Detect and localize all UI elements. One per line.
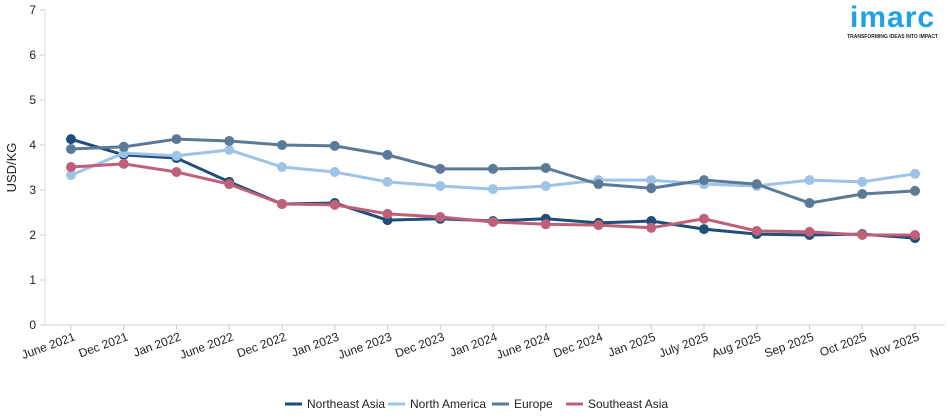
y-tick-label: 4 (29, 138, 36, 152)
legend-label-north-america: North America (410, 397, 486, 411)
x-tick-label: Oct 2025 (818, 330, 869, 360)
x-tick-label: Aug 2025 (710, 330, 763, 361)
data-point-europe (699, 175, 709, 186)
legend-label-southeast-asia: Southeast Asia (588, 397, 668, 411)
data-point-europe (857, 189, 868, 200)
data-point-north-america (540, 180, 551, 191)
y-tick-label: 2 (29, 228, 36, 242)
x-tick-label: Dec 2024 (551, 330, 604, 361)
y-tick-label: 5 (29, 93, 36, 107)
data-point-southeast-asia (910, 230, 920, 240)
data-point-southeast-asia (751, 225, 762, 236)
y-axis-label: USD/KG (4, 143, 19, 193)
data-point-europe (593, 179, 604, 190)
data-point-north-america (66, 170, 76, 181)
data-point-north-america (171, 150, 182, 161)
data-point-southeast-asia (646, 222, 657, 233)
data-point-southeast-asia (382, 208, 393, 219)
data-point-europe (329, 140, 340, 151)
x-tick-label: Dec 2021 (77, 330, 130, 361)
data-point-north-america (382, 176, 393, 187)
data-point-europe (751, 179, 762, 190)
data-point-north-america (488, 184, 498, 195)
x-tick-label: Nov 2025 (868, 330, 921, 361)
data-point-north-america (857, 176, 868, 187)
data-point-northeast-asia (66, 134, 76, 145)
y-tick-label: 3 (29, 183, 36, 197)
data-point-southeast-asia (857, 230, 868, 240)
data-point-europe (382, 149, 393, 160)
data-point-north-america (910, 168, 920, 179)
data-point-north-america (329, 167, 340, 177)
y-tick-label: 0 (29, 318, 36, 332)
data-point-northeast-asia (699, 224, 709, 235)
data-point-europe (646, 183, 657, 194)
x-tick-label: June 2021 (20, 330, 78, 362)
x-tick-label: Dec 2023 (393, 330, 446, 361)
data-point-southeast-asia (540, 219, 551, 230)
logo-tagline: TRANSFORMING IDEAS INTO IMPACT (847, 34, 938, 40)
data-point-southeast-asia (804, 226, 815, 237)
data-point-north-america (804, 175, 815, 186)
y-tick-label: 6 (29, 48, 36, 62)
x-tick-label: Jan 2025 (606, 330, 657, 360)
x-tick-label: June 2024 (494, 330, 552, 362)
data-point-southeast-asia (329, 199, 340, 210)
data-point-southeast-asia (118, 158, 129, 169)
x-tick-label: July 2025 (657, 330, 710, 361)
x-tick-label: Jan 2022 (131, 330, 182, 360)
data-point-europe (171, 134, 182, 145)
data-point-southeast-asia (593, 220, 604, 231)
data-point-europe (435, 163, 446, 174)
x-tick-label: Jan 2024 (448, 330, 499, 360)
data-point-europe (804, 198, 815, 209)
legend-label-northeast-asia: Northeast Asia (307, 397, 385, 411)
data-point-southeast-asia (224, 179, 235, 190)
y-tick-label: 1 (29, 273, 36, 287)
data-point-europe (277, 140, 287, 150)
data-point-southeast-asia (277, 198, 287, 209)
data-point-southeast-asia (435, 212, 446, 222)
data-point-north-america (646, 175, 657, 186)
logo-text: imarc (850, 1, 936, 34)
imarc-logo: imarc TRANSFORMING IDEAS INTO IMPACT (847, 1, 938, 41)
data-point-southeast-asia (66, 162, 76, 173)
data-point-north-america (435, 180, 446, 191)
x-tick-label: Jan 2023 (290, 330, 341, 360)
y-tick-label: 7 (29, 3, 36, 17)
data-point-europe (118, 141, 129, 152)
x-tick-label: June 2022 (178, 330, 236, 362)
data-point-southeast-asia (171, 167, 182, 177)
x-tick-label: June 2023 (336, 330, 394, 362)
data-point-southeast-asia (488, 216, 498, 227)
data-point-europe (488, 163, 498, 174)
data-point-north-america (277, 162, 287, 173)
data-point-europe (910, 185, 920, 196)
x-tick-label: Sep 2025 (762, 330, 815, 361)
legend-label-europe: Europe (514, 397, 553, 411)
x-tick-label: Dec 2022 (235, 330, 288, 361)
data-point-europe (66, 144, 76, 155)
data-point-europe (224, 135, 235, 146)
data-point-southeast-asia (699, 213, 709, 224)
data-point-north-america (224, 144, 235, 155)
data-point-europe (540, 162, 551, 173)
